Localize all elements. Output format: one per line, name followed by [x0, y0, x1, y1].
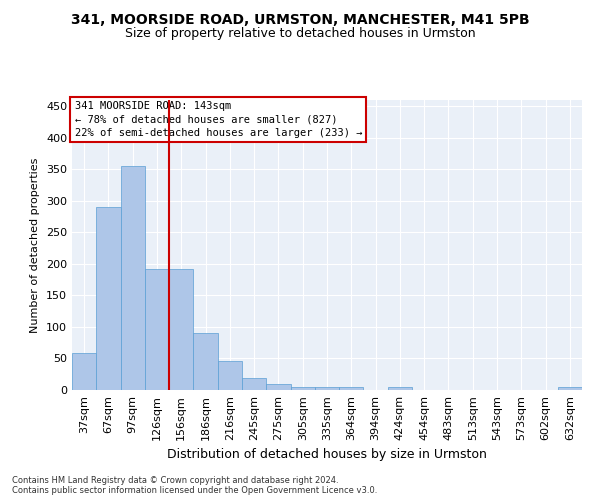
Y-axis label: Number of detached properties: Number of detached properties — [31, 158, 40, 332]
Bar — [72, 354, 96, 390]
Bar — [218, 361, 242, 390]
Bar — [290, 387, 315, 390]
Bar — [266, 384, 290, 390]
Bar — [121, 166, 145, 390]
Bar — [145, 269, 169, 390]
Bar — [193, 334, 218, 390]
Bar — [558, 387, 582, 390]
Text: 341 MOORSIDE ROAD: 143sqm
← 78% of detached houses are smaller (827)
22% of semi: 341 MOORSIDE ROAD: 143sqm ← 78% of detac… — [74, 102, 362, 138]
Bar — [96, 207, 121, 390]
Text: 341, MOORSIDE ROAD, URMSTON, MANCHESTER, M41 5PB: 341, MOORSIDE ROAD, URMSTON, MANCHESTER,… — [71, 12, 529, 26]
Text: Size of property relative to detached houses in Urmston: Size of property relative to detached ho… — [125, 28, 475, 40]
Bar — [388, 387, 412, 390]
Bar — [169, 269, 193, 390]
Text: Contains HM Land Registry data © Crown copyright and database right 2024.
Contai: Contains HM Land Registry data © Crown c… — [12, 476, 377, 495]
Bar — [339, 387, 364, 390]
Bar — [315, 387, 339, 390]
Bar — [242, 378, 266, 390]
X-axis label: Distribution of detached houses by size in Urmston: Distribution of detached houses by size … — [167, 448, 487, 462]
